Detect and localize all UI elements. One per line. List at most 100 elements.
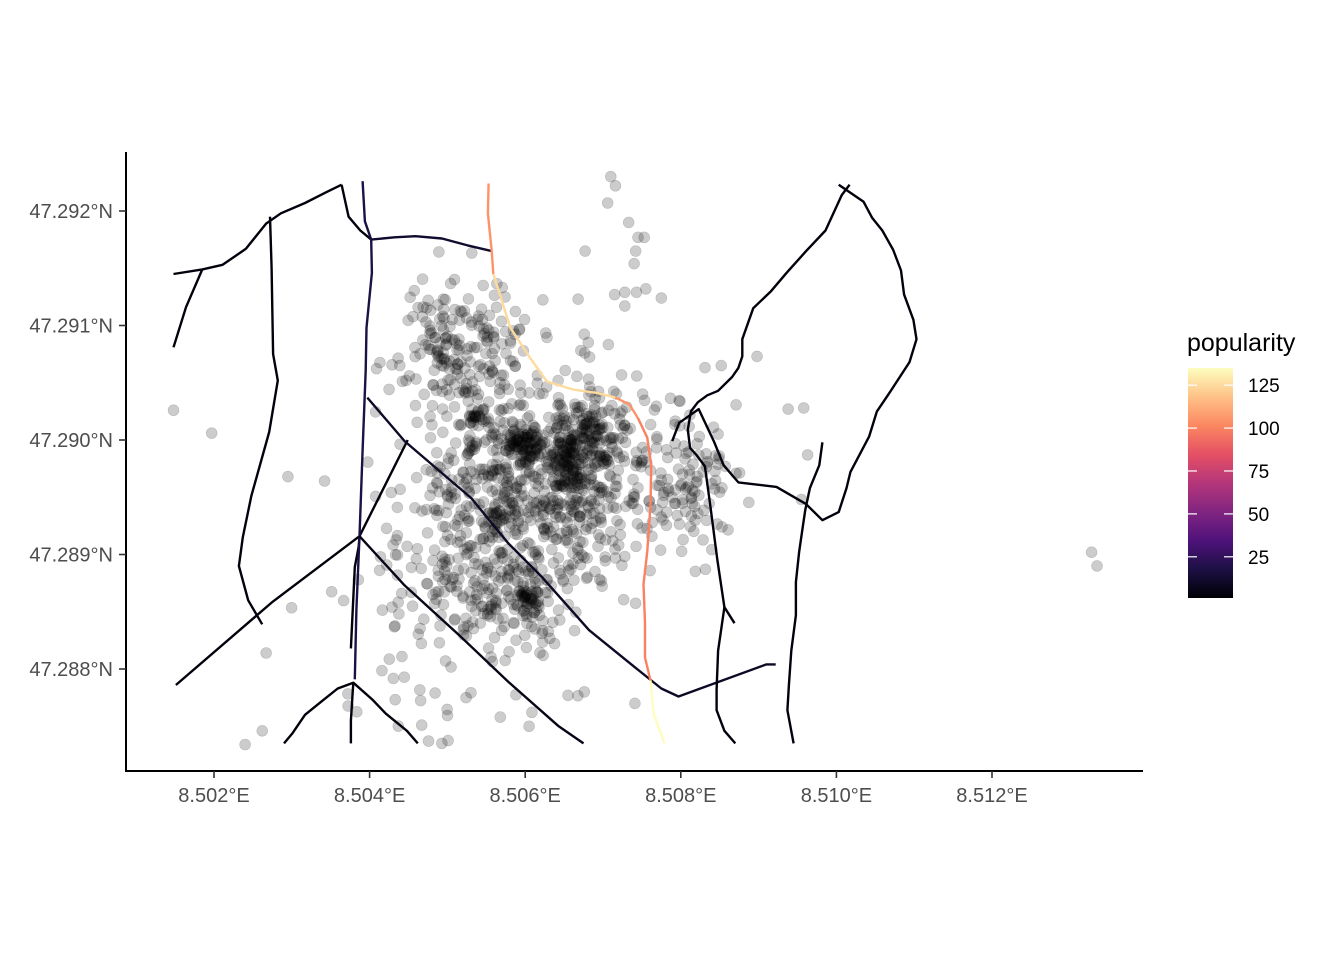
data-point-1390 [395, 587, 408, 600]
data-point-1511 [441, 709, 454, 722]
data-point-155 [576, 432, 589, 444]
data-point-1273 [453, 314, 466, 326]
data-point-316 [547, 520, 560, 533]
data-point-620 [557, 444, 569, 457]
data-point-1294 [511, 589, 524, 602]
data-point-946 [508, 574, 521, 586]
data-point-1237 [459, 387, 471, 399]
data-point-653 [545, 422, 557, 435]
data-point-409 [528, 421, 541, 434]
data-point-1188 [444, 277, 457, 290]
data-point-995 [465, 444, 478, 457]
data-point-975 [442, 498, 455, 510]
data-point-956 [554, 511, 567, 524]
data-point-48 [505, 436, 518, 449]
data-point-736 [558, 475, 571, 487]
data-point-1376 [518, 629, 531, 642]
data-point-162 [560, 448, 572, 461]
data-point-108 [613, 413, 626, 425]
data-point-190 [554, 454, 566, 466]
data-point-1312 [569, 606, 582, 618]
data-point-753 [509, 482, 522, 494]
data-point-531 [580, 572, 593, 585]
data-point-55 [515, 435, 527, 448]
data-point-1560 [629, 697, 641, 710]
data-point-998 [521, 511, 533, 524]
data-point-228 [517, 587, 530, 599]
data-point-476 [547, 446, 560, 459]
data-point-239 [520, 599, 533, 611]
data-point-586 [606, 535, 619, 547]
data-point-89 [578, 452, 590, 464]
data-point-435 [468, 468, 481, 480]
data-point-1279 [536, 627, 548, 640]
data-point-240 [520, 589, 533, 601]
data-point-35 [521, 442, 534, 455]
data-point-1271 [433, 349, 445, 362]
data-point-34 [514, 439, 526, 452]
data-point-270 [500, 585, 513, 597]
data-point-1201 [404, 291, 416, 304]
data-point-254 [478, 402, 490, 415]
data-point-780 [616, 405, 628, 417]
data-point-884 [475, 515, 488, 527]
data-point-1072 [544, 492, 556, 504]
data-point-962 [494, 508, 507, 521]
data-point-180 [560, 451, 573, 464]
data-point-185 [562, 459, 574, 472]
data-point-591 [548, 427, 560, 439]
data-point-359 [566, 464, 579, 476]
data-point-117 [617, 450, 630, 463]
data-point-501 [535, 464, 547, 476]
data-point-1389 [529, 572, 541, 585]
data-point-1079 [434, 620, 446, 632]
data-point-1514 [463, 586, 476, 598]
data-point-1303 [467, 577, 480, 589]
data-point-1379 [453, 573, 465, 585]
data-point-1417 [669, 484, 682, 496]
data-point-1010 [551, 533, 563, 545]
data-point-1556 [256, 725, 269, 737]
data-point-666 [593, 573, 606, 586]
data-point-1248 [471, 313, 484, 326]
data-point-929 [489, 498, 501, 511]
data-point-62 [510, 440, 523, 453]
data-point-1480 [678, 440, 690, 452]
road-14 [614, 396, 640, 419]
data-point-764 [579, 474, 591, 486]
data-point-483 [508, 551, 520, 563]
data-point-759 [445, 533, 457, 546]
data-point-978 [386, 601, 398, 613]
data-point-1536 [638, 231, 651, 244]
data-point-1242 [451, 358, 464, 370]
data-point-441 [499, 509, 511, 521]
data-point-732 [518, 445, 530, 458]
data-point-1420 [689, 514, 701, 527]
data-point-1357 [484, 600, 497, 613]
data-point-159 [578, 418, 591, 431]
data-point-145 [589, 461, 602, 473]
data-point-361 [487, 366, 499, 379]
data-point-804 [488, 421, 500, 434]
data-point-496 [571, 479, 584, 491]
data-point-730 [565, 498, 578, 510]
data-point-724 [574, 535, 586, 548]
data-point-918 [507, 499, 520, 512]
y-tick-label-2: 47.290°N [29, 430, 113, 452]
data-point-18 [527, 425, 540, 438]
data-point-106 [610, 445, 623, 457]
data-point-575 [514, 457, 527, 469]
data-point-622 [554, 449, 566, 461]
data-point-651 [447, 454, 460, 467]
data-point-805 [582, 501, 595, 514]
data-point-585 [626, 497, 638, 510]
data-point-555 [437, 426, 449, 439]
data-point-1414 [709, 474, 722, 487]
data-point-973 [492, 472, 504, 484]
data-point-0 [507, 425, 520, 437]
data-point-471 [688, 500, 701, 513]
data-point-450 [458, 477, 471, 490]
data-point-82 [576, 450, 588, 463]
data-point-1225 [414, 348, 426, 360]
data-point-863 [488, 501, 501, 513]
